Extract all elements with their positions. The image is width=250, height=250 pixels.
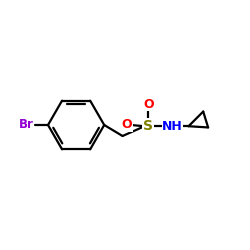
Text: O: O (122, 118, 132, 132)
Text: S: S (143, 119, 153, 133)
Text: Br: Br (19, 118, 34, 132)
Text: O: O (143, 98, 154, 111)
Text: NH: NH (162, 120, 183, 133)
